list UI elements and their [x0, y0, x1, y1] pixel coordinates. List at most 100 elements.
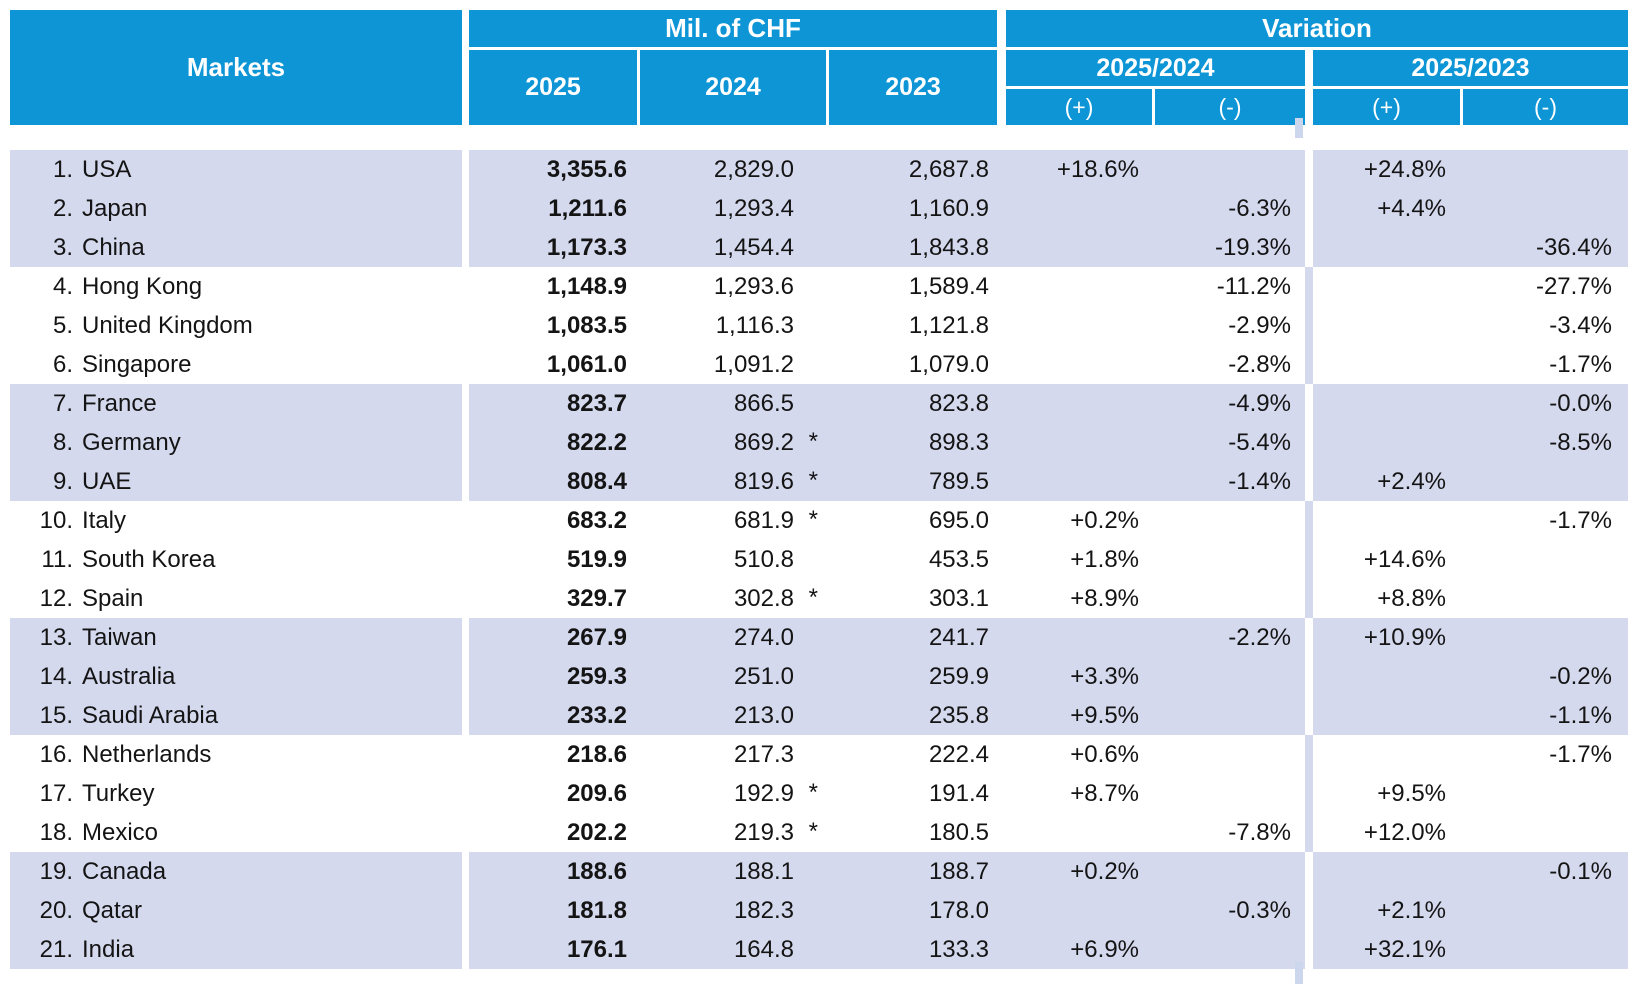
- variation-2025-2024-minus: [1155, 501, 1305, 540]
- value-2024-number: 1,116.3: [715, 311, 794, 339]
- variation-2025-2023-minus: [1463, 540, 1628, 579]
- value-2023: 453.5: [928, 545, 989, 573]
- asterisk-marker: *: [808, 506, 818, 533]
- variation-groups-separator: [1305, 423, 1313, 462]
- market-name: Japan: [82, 194, 148, 222]
- value-2024-number: 188.1: [733, 857, 794, 885]
- asterisk-marker: *: [808, 428, 818, 455]
- variation-2025-2024-minus: -4.9%: [1228, 389, 1291, 417]
- variation-2025-2023-plus: [1313, 267, 1460, 306]
- separator-stub-bottom: [1295, 962, 1303, 984]
- row-number: 16.: [39, 740, 73, 768]
- value-2025: 202.2: [566, 818, 627, 846]
- variation-2025-2023-plus: [1313, 852, 1460, 891]
- table-row: 12. Spain 329.7 302.8 * 303.1 +8.9% +8.8…: [10, 579, 1628, 618]
- variation-groups-separator: [1305, 501, 1313, 540]
- variation-groups-separator: [1305, 306, 1313, 345]
- market-cell: 10. Italy: [10, 501, 462, 540]
- market-cell: 6. Singapore: [10, 345, 462, 384]
- variation-2025-2023-minus: [1463, 813, 1628, 852]
- variation-2025-2024-plus: +18.6%: [1056, 155, 1139, 183]
- variation-groups-separator: [1305, 189, 1313, 228]
- header-plus-2025-2023: (+): [1313, 89, 1460, 125]
- variation-2025-2024-minus: -0.3%: [1228, 896, 1291, 924]
- value-2024-number: 251.0: [733, 662, 794, 690]
- variation-2025-2023-minus: -36.4%: [1535, 233, 1612, 261]
- market-name: India: [82, 935, 135, 963]
- variation-groups-separator: [1305, 813, 1313, 852]
- header-minus-2025-2024: (-): [1155, 89, 1305, 125]
- value-2024: 681.9 *: [640, 501, 826, 540]
- variation-2025-2024-plus: [1006, 267, 1152, 306]
- market-name: Netherlands: [82, 740, 212, 768]
- variation-groups-separator: [1305, 267, 1313, 306]
- market-cell: 3. China: [10, 228, 462, 267]
- value-2023: 188.7: [928, 857, 989, 885]
- value-2024: 510.8: [640, 540, 826, 579]
- row-number: 15.: [39, 701, 73, 729]
- variation-2025-2024-plus: [1006, 306, 1152, 345]
- variation-2025-2024-minus: -1.4%: [1228, 467, 1291, 495]
- variation-2025-2023-minus: [1463, 891, 1628, 930]
- market-name: France: [82, 389, 157, 417]
- variation-2025-2023-plus: +12.0%: [1363, 818, 1446, 846]
- table-row: 16. Netherlands 218.6 217.3 222.4 +0.6% …: [10, 735, 1628, 774]
- values-band: 267.9 274.0 241.7 -2.2%: [469, 618, 1305, 657]
- value-2024: 1,454.4: [640, 228, 826, 267]
- row-number: 11.: [41, 545, 73, 573]
- variation-2025-2023-minus: [1463, 150, 1628, 189]
- value-2024: 188.1: [640, 852, 826, 891]
- variation-groups-separator: [1305, 774, 1313, 813]
- market-cell: 21. India: [10, 930, 462, 969]
- row-number: 12.: [39, 584, 73, 612]
- market-name: United Kingdom: [82, 311, 253, 339]
- variation-2025-2024-plus: +0.6%: [1070, 740, 1139, 768]
- variation-2025-2023-minus: -1.7%: [1549, 506, 1612, 534]
- value-2024: 869.2 *: [640, 423, 826, 462]
- values-band: 808.4 819.6 * 789.5 -1.4%: [469, 462, 1305, 501]
- market-name: Singapore: [82, 350, 192, 378]
- table-row: 5. United Kingdom 1,083.5 1,116.3 1,121.…: [10, 306, 1628, 345]
- table-row: 21. India 176.1 164.8 133.3 +6.9% +32.1%: [10, 930, 1628, 969]
- value-2023: 789.5: [928, 467, 989, 495]
- variation-groups-separator: [1305, 930, 1313, 969]
- values-band: 259.3 251.0 259.9 +3.3%: [469, 657, 1305, 696]
- asterisk-marker: *: [808, 467, 818, 494]
- value-2023: 178.0: [928, 896, 989, 924]
- market-name: Germany: [82, 428, 181, 456]
- header-plus-2025-2024: (+): [1006, 89, 1152, 125]
- variation-groups-separator: [1305, 735, 1313, 774]
- variation-2025-2023-plus: +9.5%: [1377, 779, 1446, 807]
- variation-2025-2024-plus: +0.2%: [1070, 857, 1139, 885]
- value-2024-number: 1,293.6: [713, 272, 794, 300]
- market-cell: 20. Qatar: [10, 891, 462, 930]
- variation-groups-separator: [1305, 579, 1313, 618]
- values-band: 823.7 866.5 823.8 -4.9%: [469, 384, 1305, 423]
- variation-2025-2024-plus: [1006, 462, 1152, 501]
- variation-2325-band: +14.6%: [1313, 540, 1628, 579]
- variation-2025-2024-minus: -7.8%: [1228, 818, 1291, 846]
- value-2024-number: 164.8: [733, 935, 794, 963]
- value-2024: 274.0: [640, 618, 826, 657]
- variation-2025-2024-minus: [1155, 735, 1305, 774]
- variation-2025-2023-plus: [1313, 735, 1460, 774]
- table-header: Markets Mil. of CHF Variation 2025 2024 …: [10, 10, 1628, 125]
- value-2024-number: 274.0: [733, 623, 794, 651]
- variation-2025-2023-minus: [1463, 774, 1628, 813]
- variation-2025-2023-minus: -0.1%: [1549, 857, 1612, 885]
- values-band: 822.2 869.2 * 898.3 -5.4%: [469, 423, 1305, 462]
- variation-2025-2024-plus: +1.8%: [1070, 545, 1139, 573]
- variation-2025-2023-plus: [1313, 696, 1460, 735]
- market-name: Taiwan: [82, 623, 157, 651]
- value-2023: 2,687.8: [908, 155, 989, 183]
- row-number: 18.: [39, 818, 73, 846]
- variation-2025-2023-plus: [1313, 657, 1460, 696]
- values-band: 202.2 219.3 * 180.5 -7.8%: [469, 813, 1305, 852]
- variation-2025-2024-plus: [1006, 618, 1152, 657]
- values-band: 188.6 188.1 188.7 +0.2%: [469, 852, 1305, 891]
- variation-2025-2023-plus: [1313, 345, 1460, 384]
- value-2025: 181.8: [566, 896, 627, 924]
- value-2024: 219.3 *: [640, 813, 826, 852]
- market-name: South Korea: [82, 545, 216, 573]
- value-2024: 217.3: [640, 735, 826, 774]
